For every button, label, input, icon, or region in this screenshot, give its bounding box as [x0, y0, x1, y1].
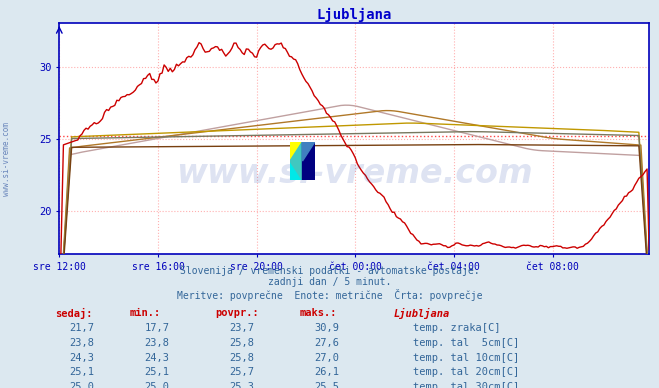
Text: temp. tal  5cm[C]: temp. tal 5cm[C]	[413, 338, 519, 348]
Text: temp. tal 30cm[C]: temp. tal 30cm[C]	[413, 382, 519, 388]
Text: 25,8: 25,8	[229, 338, 254, 348]
Text: sedaj:: sedaj:	[55, 308, 92, 319]
Polygon shape	[290, 142, 302, 161]
Text: temp. tal 20cm[C]: temp. tal 20cm[C]	[413, 367, 519, 378]
Text: povpr.:: povpr.:	[215, 308, 258, 319]
Text: www.si-vreme.com: www.si-vreme.com	[2, 122, 11, 196]
Text: 23,8: 23,8	[144, 338, 169, 348]
Text: maks.:: maks.:	[300, 308, 337, 319]
Polygon shape	[290, 161, 302, 180]
Text: 27,0: 27,0	[314, 353, 339, 363]
Text: 23,8: 23,8	[69, 338, 94, 348]
Text: 25,3: 25,3	[229, 382, 254, 388]
Polygon shape	[302, 142, 315, 180]
Text: www.si-vreme.com: www.si-vreme.com	[176, 157, 532, 190]
Polygon shape	[302, 142, 315, 161]
Text: 25,1: 25,1	[144, 367, 169, 378]
Text: min.:: min.:	[130, 308, 161, 319]
Text: 25,7: 25,7	[229, 367, 254, 378]
Text: Ljubljana: Ljubljana	[394, 308, 450, 319]
Text: 17,7: 17,7	[144, 323, 169, 333]
Text: 27,6: 27,6	[314, 338, 339, 348]
Text: 25,1: 25,1	[69, 367, 94, 378]
Text: 30,9: 30,9	[314, 323, 339, 333]
Text: 25,8: 25,8	[229, 353, 254, 363]
Text: temp. zraka[C]: temp. zraka[C]	[413, 323, 500, 333]
Text: 24,3: 24,3	[144, 353, 169, 363]
Text: Meritve: povprečne  Enote: metrične  Črta: povprečje: Meritve: povprečne Enote: metrične Črta:…	[177, 289, 482, 301]
Text: 25,0: 25,0	[144, 382, 169, 388]
Text: 25,5: 25,5	[314, 382, 339, 388]
Polygon shape	[290, 142, 302, 180]
Text: 24,3: 24,3	[69, 353, 94, 363]
Text: 21,7: 21,7	[69, 323, 94, 333]
Text: Slovenija / vremenski podatki - avtomatske postaje.: Slovenija / vremenski podatki - avtomats…	[180, 266, 479, 276]
Text: temp. tal 10cm[C]: temp. tal 10cm[C]	[413, 353, 519, 363]
Text: 23,7: 23,7	[229, 323, 254, 333]
Text: zadnji dan / 5 minut.: zadnji dan / 5 minut.	[268, 277, 391, 288]
Title: Ljubljana: Ljubljana	[316, 8, 392, 22]
Text: 26,1: 26,1	[314, 367, 339, 378]
Text: 25,0: 25,0	[69, 382, 94, 388]
